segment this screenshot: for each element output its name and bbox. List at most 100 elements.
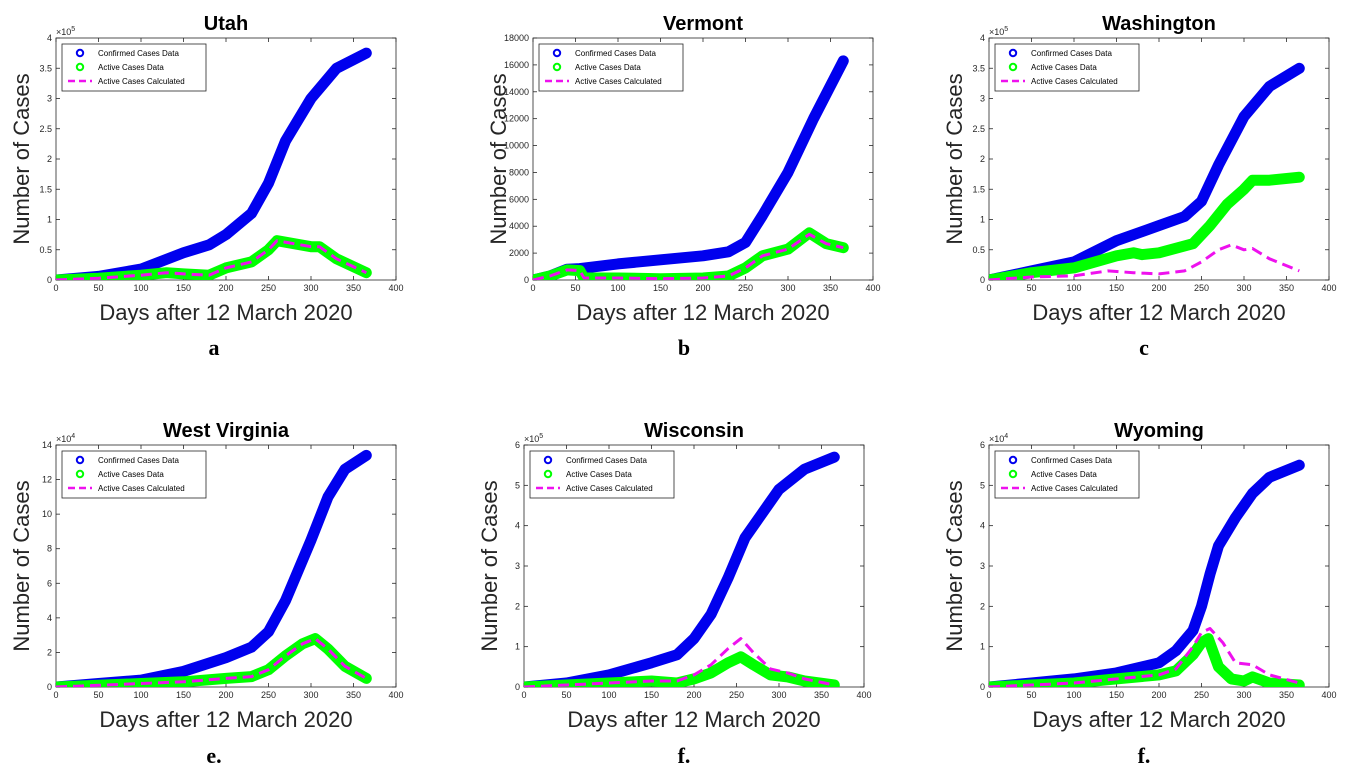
chart-panel: 0 50 100 150 200 250 300 350 400 0 2 4 6 8 10 12 14 ×104 W… xyxy=(9,420,404,732)
x-tick-label: 150 xyxy=(176,690,191,700)
legend-marker xyxy=(552,48,562,58)
y-tick-label: 2.5 xyxy=(39,124,52,134)
legend: Confirmed Cases Data Active Cases Data Act… xyxy=(994,43,1140,92)
axis-exponent: ×104 xyxy=(989,433,1008,444)
x-tick-label: 200 xyxy=(218,283,233,293)
x-tick-label: 350 xyxy=(1279,690,1294,700)
series-layer xyxy=(524,451,840,687)
x-tick-label: 50 xyxy=(93,283,103,293)
y-tick-label: 3 xyxy=(980,561,985,571)
series-line xyxy=(56,637,368,687)
x-tick-label: 100 xyxy=(610,283,625,293)
y-tick-label: 16000 xyxy=(504,60,529,70)
x-tick-label: 400 xyxy=(865,283,880,293)
legend-label: Active Cases Data xyxy=(98,63,164,72)
legend-label: Active Cases Data xyxy=(98,470,164,479)
y-tick-label: 1 xyxy=(515,642,520,652)
y-tick-label: 2 xyxy=(47,647,52,657)
x-axis-label: Days after 12 March 2020 xyxy=(1032,300,1285,325)
y-tick-label: 4 xyxy=(47,33,52,43)
y-axis-label: Number of Cases xyxy=(486,73,511,244)
chart-title: Washington xyxy=(1102,13,1216,35)
x-tick-label: 350 xyxy=(346,690,361,700)
legend: Confirmed Cases Data Active Cases Data Act… xyxy=(61,450,207,499)
series-line xyxy=(533,232,844,280)
x-tick-label: 100 xyxy=(133,690,148,700)
legend-label: Active Cases Calculated xyxy=(98,77,185,86)
series-line xyxy=(989,171,1305,280)
legend-label: Active Cases Data xyxy=(1031,470,1097,479)
x-tick-label: 150 xyxy=(644,690,659,700)
legend-marker xyxy=(75,455,85,465)
chart-title: Wisconsin xyxy=(644,420,744,442)
x-tick-label: 300 xyxy=(303,690,318,700)
legend-label: Confirmed Cases Data xyxy=(98,49,179,58)
panel-caption: a xyxy=(208,335,220,360)
legend: Confirmed Cases Data Active Cases Data Act… xyxy=(538,43,684,92)
legend-label: Confirmed Cases Data xyxy=(1031,49,1112,58)
series-layer xyxy=(989,459,1305,687)
chart-panel: 0 50 100 150 200 250 300 350 400 0 1 2 3 4 5 6 ×104 Wyomi… xyxy=(942,420,1337,732)
x-tick-label: 150 xyxy=(1109,690,1124,700)
y-tick-label: 0 xyxy=(47,275,52,285)
x-tick-label: 0 xyxy=(986,283,991,293)
legend-label: Active Cases Calculated xyxy=(566,484,653,493)
legend-box xyxy=(61,450,207,499)
y-tick-label: 3 xyxy=(980,94,985,104)
x-tick-label: 300 xyxy=(1236,283,1251,293)
y-tick-label: 2 xyxy=(980,601,985,611)
y-tick-label: 0.5 xyxy=(972,245,985,255)
chart-title: Utah xyxy=(204,13,248,35)
panel-caption: c xyxy=(1139,335,1149,360)
legend-box xyxy=(994,450,1140,499)
y-tick-label: 5 xyxy=(515,480,520,490)
x-tick-label: 50 xyxy=(561,690,571,700)
chart-title: West Virginia xyxy=(163,420,290,442)
x-tick-label: 50 xyxy=(570,283,580,293)
y-tick-label: 6 xyxy=(47,578,52,588)
y-tick-label: 1 xyxy=(980,642,985,652)
series-line xyxy=(524,637,835,687)
y-tick-label: 4 xyxy=(980,521,985,531)
y-tick-label: 3.5 xyxy=(39,63,52,73)
legend-marker xyxy=(75,469,85,479)
x-tick-label: 250 xyxy=(738,283,753,293)
y-tick-label: 2 xyxy=(980,154,985,164)
x-tick-label: 400 xyxy=(1321,283,1336,293)
x-axis-label: Days after 12 March 2020 xyxy=(99,707,352,732)
x-axis-label: Days after 12 March 2020 xyxy=(576,300,829,325)
legend-marker xyxy=(1008,455,1018,465)
legend-box xyxy=(61,43,207,92)
legend: Confirmed Cases Data Active Cases Data Act… xyxy=(61,43,207,92)
y-tick-label: 0 xyxy=(980,682,985,692)
axis-exponent: ×105 xyxy=(56,26,75,37)
legend-label: Active Cases Data xyxy=(566,470,632,479)
legend-label: Confirmed Cases Data xyxy=(575,49,656,58)
y-tick-label: 2 xyxy=(47,154,52,164)
x-tick-label: 250 xyxy=(1194,283,1209,293)
legend-label: Active Cases Calculated xyxy=(98,484,185,493)
chart-panel: 0 50 100 150 200 250 300 350 400 0 0.5 1 1.5 2 2.5 3 3.5… xyxy=(942,13,1337,325)
legend-label: Active Cases Calculated xyxy=(1031,77,1118,86)
x-axis-label: Days after 12 March 2020 xyxy=(1032,707,1285,732)
x-tick-label: 0 xyxy=(521,690,526,700)
x-tick-label: 200 xyxy=(1151,690,1166,700)
axis-exponent: ×105 xyxy=(524,433,543,444)
x-tick-label: 50 xyxy=(93,690,103,700)
legend-box xyxy=(529,450,675,499)
x-tick-label: 350 xyxy=(346,283,361,293)
x-tick-label: 200 xyxy=(686,690,701,700)
series-layer xyxy=(56,449,372,687)
y-tick-label: 0 xyxy=(47,682,52,692)
legend-label: Active Cases Calculated xyxy=(575,77,662,86)
y-tick-label: 4 xyxy=(47,613,52,623)
y-axis-label: Number of Cases xyxy=(942,480,967,651)
y-tick-label: 4000 xyxy=(509,221,529,231)
panel-caption: f. xyxy=(677,743,691,768)
y-tick-label: 14000 xyxy=(504,87,529,97)
y-tick-label: 5 xyxy=(980,480,985,490)
y-tick-label: 12 xyxy=(42,475,52,485)
y-tick-label: 0 xyxy=(980,275,985,285)
axis-exponent: ×104 xyxy=(56,433,75,444)
legend-box xyxy=(538,43,684,92)
